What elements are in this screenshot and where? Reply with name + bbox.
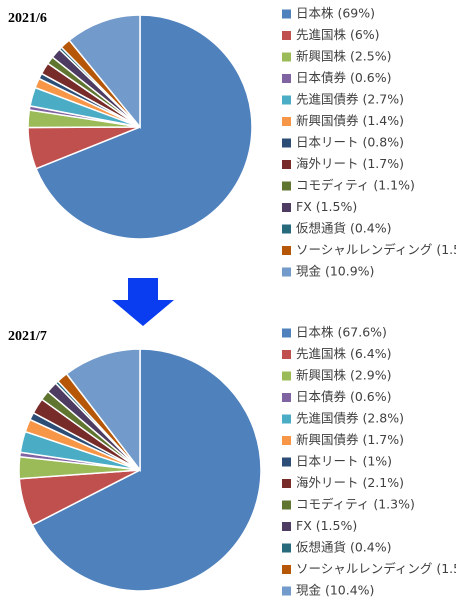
legend-label: 日本リート (1%) — [296, 454, 392, 469]
legend-label: 日本債券 (0.6%) — [296, 389, 391, 404]
legend-label: 日本債券 (0.6%) — [296, 70, 391, 85]
legend-swatch — [282, 138, 291, 148]
legend-label: 先進国株 (6.4%) — [296, 346, 391, 361]
legend-swatch — [282, 52, 291, 62]
pie-slice — [31, 348, 262, 592]
legend-swatch — [282, 586, 291, 596]
legend-label: 先進国債券 (2.7%) — [296, 92, 404, 107]
legend-swatch — [282, 74, 291, 83]
pie-slice — [65, 348, 141, 473]
legend-label: ソーシャルレンディング (1.5%) — [296, 242, 456, 257]
legend-swatch — [282, 267, 291, 277]
legend-label: 仮想通貨 (0.4%) — [296, 221, 391, 236]
legend-label: 新興国債券 (1.7%) — [296, 432, 404, 447]
legend-label: 仮想通貨 (0.4%) — [296, 540, 391, 555]
legend-swatch — [282, 95, 291, 105]
legend-swatch — [282, 500, 291, 510]
legend-label: 先進国債券 (2.8%) — [296, 411, 404, 426]
legend-swatch — [282, 479, 291, 488]
legend-label: 新興国株 (2.5%) — [296, 49, 391, 64]
legend-swatch — [282, 350, 291, 359]
legend-swatch — [282, 160, 291, 169]
legend-swatch — [282, 181, 291, 191]
legend-swatch — [282, 543, 291, 553]
legend-label: 先進国株 (6%) — [296, 27, 380, 42]
legend-label: 日本リート (0.8%) — [296, 135, 404, 150]
legend-label: ソーシャルレンディング (1.5%) — [296, 561, 456, 576]
legend-label: FX (1.5%) — [296, 518, 357, 533]
legend-swatch — [282, 328, 291, 338]
pie-slice — [68, 14, 141, 130]
legend-label: FX (1.5%) — [296, 199, 357, 214]
legend-label: 日本株 (69%) — [296, 6, 375, 21]
legend-swatch — [282, 436, 291, 445]
legend-swatch — [282, 565, 291, 574]
legend-swatch — [282, 246, 291, 255]
legend-label: コモディティ (1.1%) — [296, 178, 415, 193]
legend-swatch — [282, 457, 291, 467]
down-arrow — [112, 278, 174, 326]
legend-label: 日本株 (67.6%) — [296, 325, 387, 340]
legend-swatch — [282, 117, 291, 126]
pie-slice — [35, 14, 253, 240]
legend-swatch — [282, 371, 291, 381]
legend-swatch — [282, 203, 291, 212]
legend-swatch — [282, 522, 291, 531]
legend-swatch — [282, 31, 291, 40]
legend-label: 新興国債券 (1.4%) — [296, 113, 404, 128]
legend-label: コモディティ (1.3%) — [296, 497, 415, 512]
legend-label: 海外リート (1.7%) — [296, 156, 404, 171]
legend-label: 新興国株 (2.9%) — [296, 368, 391, 383]
legend-swatch — [282, 9, 291, 19]
legend-label: 現金 (10.4%) — [296, 583, 374, 598]
chart-title: 2021/6 — [8, 11, 47, 26]
legend-swatch — [282, 414, 291, 424]
legend-swatch — [282, 393, 291, 402]
chart-title: 2021/7 — [8, 329, 47, 344]
legend-label: 海外リート (2.1%) — [296, 475, 404, 490]
legend-swatch — [282, 224, 291, 234]
legend-label: 現金 (10.9%) — [296, 264, 374, 279]
